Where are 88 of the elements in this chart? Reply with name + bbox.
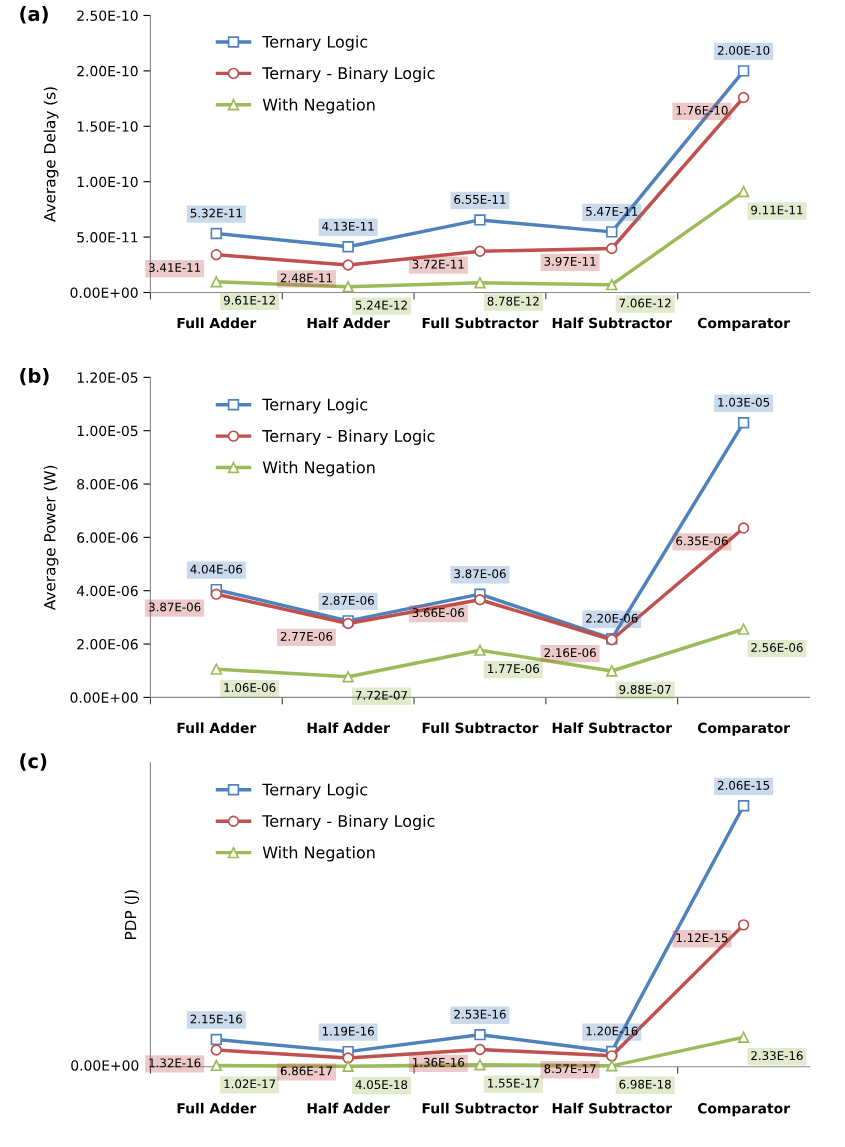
data-label: 6.86E-17 [280, 1066, 332, 1076]
y-tick-label: 1.50E-10 [77, 121, 138, 132]
data-label: 2.53E-16 [454, 1009, 506, 1019]
data-label: 1.32E-16 [149, 1058, 201, 1068]
y-tick-label: 6.00E-06 [77, 532, 138, 543]
data-label: 1.12E-15 [676, 933, 728, 943]
chart-title: (a) [20, 6, 48, 24]
y-tick-label: 0.00E+00 [70, 692, 138, 703]
data-label: 1.03E-05 [718, 397, 770, 407]
data-label: 2.48E-11 [280, 273, 332, 283]
x-tick-label: Full Subtractor [422, 1102, 539, 1114]
x-tick-label: Full Subtractor [422, 317, 539, 329]
chart-title: (b) [20, 367, 49, 386]
data-label: 2.06E-15 [717, 780, 770, 790]
data-label: 2.00E-10 [717, 45, 770, 55]
data-label: 6.35E-06 [676, 536, 728, 546]
x-tick-label: Full Adder [177, 722, 257, 734]
legend-label: With Negation [262, 98, 375, 114]
data-label: 1.55E-17 [488, 1078, 539, 1088]
data-label: 9.11E-11 [751, 205, 803, 215]
data-label: 1.06E-06 [224, 683, 276, 692]
data-label: 7.06E-12 [619, 298, 671, 308]
data-label: 9.88E-07 [619, 684, 671, 694]
legend-label: Ternary - Binary Logic [262, 66, 435, 83]
y-tick-label: 1.00E-10 [77, 176, 138, 188]
data-label: 2.16E-06 [544, 648, 596, 658]
x-tick-label: Half Adder [307, 317, 390, 329]
data-label: 4.13E-11 [322, 221, 374, 231]
y-tick-label: 8.00E-06 [77, 479, 138, 490]
data-label: 5.24E-12 [355, 300, 407, 310]
x-tick-label: Half Subtractor [552, 722, 673, 734]
x-tick-label: Full Subtractor [422, 722, 539, 734]
x-tick-label: Comparator [697, 722, 790, 736]
data-label: 3.87E-06 [149, 602, 201, 612]
y-axis-title: Average Power (W) [43, 465, 59, 611]
x-tick-label: Full Adder [177, 317, 257, 329]
x-tick-label: Comparator [697, 1103, 790, 1117]
y-axis-title: PDP (J) [124, 890, 140, 939]
x-tick-label: Half Subtractor [552, 317, 673, 329]
data-label: 3.66E-06 [412, 608, 465, 618]
data-label: 1.36E-16 [413, 1057, 465, 1067]
data-label: 4.04E-06 [190, 564, 243, 574]
legend-label: Ternary - Binary Logic [262, 814, 435, 831]
data-label: 6.98E-18 [619, 1079, 671, 1089]
legend-label: With Negation [262, 846, 375, 862]
x-tick-label: Full Adder [177, 1102, 257, 1114]
y-axis-title: Average Delay (s) [43, 87, 59, 222]
y-tick-label: 5.00E-11 [77, 232, 138, 243]
y-tick-label: 2.50E-10 [77, 10, 138, 21]
x-tick-label: Comparator [697, 317, 790, 331]
x-tick-label: Half Adder [307, 722, 390, 734]
y-tick-label: 2.00E-10 [77, 65, 138, 77]
y-tick-label: 1.20E-05 [77, 372, 138, 383]
data-label: 4.05E-18 [355, 1080, 408, 1090]
legend-label: With Negation [262, 461, 375, 477]
x-tick-label: Half Subtractor [552, 1102, 673, 1114]
legend-label: Ternary Logic [262, 35, 368, 51]
legend-label: Ternary - Binary Logic [262, 429, 435, 446]
data-label: 2.56E-06 [751, 643, 803, 652]
data-label: 1.77E-06 [488, 664, 540, 674]
x-tick-label: Half Adder [307, 1102, 390, 1114]
data-label: 1.19E-16 [322, 1026, 374, 1036]
data-label: 2.20E-06 [586, 613, 638, 623]
y-tick-label: 0.00E+00 [70, 287, 138, 298]
chart-title: (c) [20, 753, 47, 771]
data-label: 8.78E-12 [487, 296, 539, 306]
y-tick-label: 4.00E-06 [76, 585, 138, 597]
data-label: 2.87E-06 [322, 595, 374, 605]
data-label: 5.32E-11 [190, 208, 242, 218]
legend-label: Ternary Logic [262, 398, 368, 414]
data-label: 9.61E-12 [223, 295, 275, 305]
data-label: 1.02E-17 [224, 1079, 276, 1089]
data-label: 1.76E-10 [676, 105, 728, 115]
y-tick-label: 1.00E-05 [77, 425, 138, 437]
data-label: 7.72E-07 [355, 690, 407, 700]
data-label: 2.77E-06 [280, 631, 333, 641]
data-label: 8.57E-17 [544, 1064, 596, 1074]
y-tick-label: 2.00E-06 [77, 639, 138, 650]
data-label: 3.41E-11 [149, 263, 201, 273]
data-label: 2.15E-16 [190, 1014, 243, 1024]
data-label: 2.33E-16 [751, 1051, 803, 1061]
data-label: 1.20E-16 [586, 1026, 638, 1036]
data-label: 5.47E-11 [586, 207, 638, 216]
data-label: 3.72E-11 [412, 259, 464, 269]
legend-label: Ternary Logic [262, 783, 368, 799]
data-label: 6.55E-11 [454, 194, 506, 204]
data-label: 3.87E-06 [454, 569, 506, 579]
data-label: 3.97E-11 [544, 256, 596, 266]
